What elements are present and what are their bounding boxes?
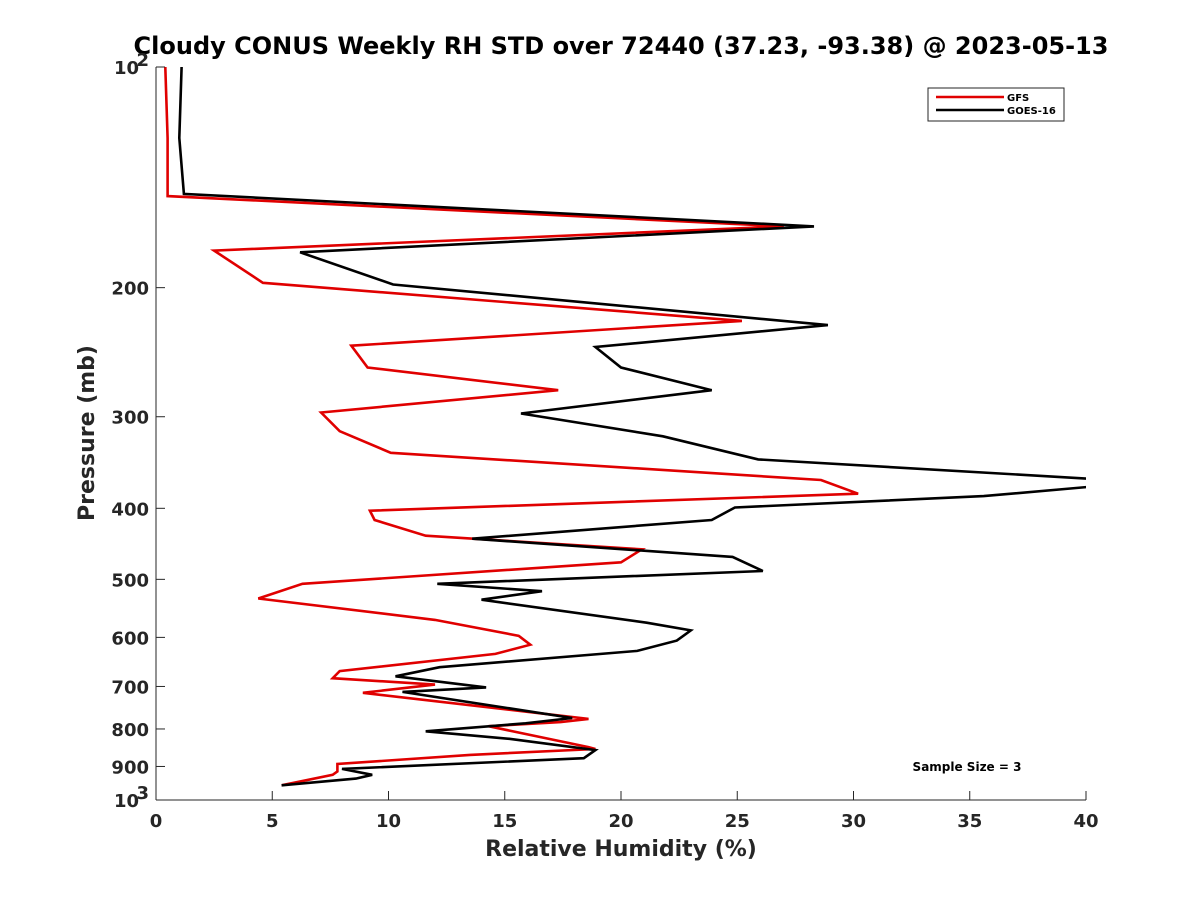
legend-label: GFS	[1007, 93, 1029, 104]
x-tick-label: 25	[725, 811, 750, 832]
y-tick-exponent: 2	[136, 50, 149, 71]
x-tick-label: 40	[1073, 811, 1098, 832]
y-tick-label: 200	[111, 279, 149, 300]
plot-area	[155, 67, 1086, 801]
y-axis-label: Pressure (mb)	[75, 345, 100, 521]
y-tick-label: 10	[114, 58, 139, 79]
x-axis-ticks: 0 5 10 15 20 25 30 35 40	[150, 791, 1099, 832]
y-tick-label: 800	[111, 720, 149, 741]
y-tick-label: 300	[111, 408, 149, 429]
y-tick-label: 500	[111, 570, 149, 591]
x-tick-label: 5	[266, 811, 279, 832]
sample-size-annotation: Sample Size = 3	[913, 760, 1022, 774]
x-tick-label: 15	[492, 811, 517, 832]
series-layer	[164, 67, 1086, 787]
legend-label: GOES-16	[1007, 106, 1056, 117]
chart-title: Cloudy CONUS Weekly RH STD over 72440 (3…	[134, 32, 1109, 60]
y-tick-exponent: 3	[136, 783, 149, 804]
x-tick-label: 35	[957, 811, 982, 832]
series-line-gfs	[164, 67, 859, 787]
legend: GFS GOES-16	[927, 87, 1065, 122]
x-axis-label: Relative Humidity (%)	[485, 837, 757, 862]
y-tick-label: 400	[111, 499, 149, 520]
x-tick-label: 10	[376, 811, 401, 832]
y-tick-label: 10	[114, 791, 139, 812]
x-tick-label: 0	[150, 811, 163, 832]
y-tick-label: 900	[111, 757, 149, 778]
y-tick-label: 600	[111, 628, 149, 649]
x-tick-label: 20	[608, 811, 633, 832]
y-tick-label: 700	[111, 677, 149, 698]
plot-background	[156, 67, 1086, 800]
legend-box	[927, 87, 1065, 122]
x-tick-label: 30	[841, 811, 866, 832]
series-line-goes-16	[177, 67, 1086, 787]
